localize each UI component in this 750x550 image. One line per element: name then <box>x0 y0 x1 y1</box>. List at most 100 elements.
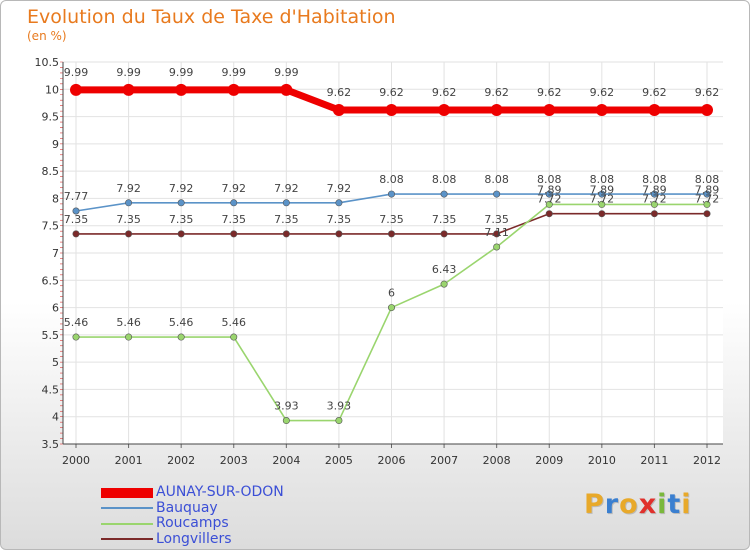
legend-swatch <box>101 522 153 525</box>
series-point-3 <box>230 230 238 238</box>
data-label-2: 3.93 <box>274 400 299 413</box>
series-point-3 <box>703 210 711 218</box>
series-point-2 <box>387 304 395 312</box>
series-point-2 <box>703 200 711 208</box>
data-label-2: 3.93 <box>327 400 352 413</box>
data-label-2: 7.89 <box>590 183 615 196</box>
series-point-1 <box>230 199 238 207</box>
proxiti-logo: Proxiti <box>584 489 692 520</box>
series-point-1 <box>387 190 395 198</box>
series-point-3 <box>545 210 553 218</box>
y-tick-label: 9.5 <box>42 111 60 124</box>
series-point-2 <box>230 333 238 341</box>
data-label-3: 7.35 <box>169 213 194 226</box>
series-point-1 <box>72 207 80 215</box>
series-point-0 <box>227 83 240 96</box>
series-point-2 <box>545 200 553 208</box>
data-label-3: 7.35 <box>327 213 352 226</box>
data-label-3: 7.72 <box>537 193 562 206</box>
series-point-1 <box>598 190 606 198</box>
data-label-3: 7.35 <box>222 213 247 226</box>
data-label-0: 9.99 <box>222 66 247 79</box>
y-tick-label: 5 <box>52 356 59 369</box>
series-point-3 <box>335 230 343 238</box>
logo-letter: P <box>584 489 605 520</box>
y-tick-label: 6.5 <box>42 274 60 287</box>
series-point-1 <box>703 190 711 198</box>
x-tick-label: 2006 <box>378 454 406 467</box>
series-point-2 <box>177 333 185 341</box>
data-label-1: 8.08 <box>695 173 720 186</box>
data-label-3: 7.72 <box>695 193 720 206</box>
logo-letter: i <box>681 489 692 520</box>
y-tick-label: 9 <box>52 138 59 151</box>
series-point-2 <box>282 417 290 425</box>
series-point-3 <box>387 230 395 238</box>
series-point-3 <box>177 230 185 238</box>
y-tick-label: 3.5 <box>42 438 60 451</box>
series-point-1 <box>650 190 658 198</box>
x-tick-label: 2004 <box>272 454 300 467</box>
series-point-0 <box>543 104 556 117</box>
series-point-1 <box>125 199 133 207</box>
data-label-1: 8.08 <box>590 173 615 186</box>
logo-letter: t <box>667 489 682 520</box>
series-point-0 <box>701 104 713 117</box>
x-tick-label: 2010 <box>588 454 616 467</box>
data-label-0: 9.62 <box>379 86 404 99</box>
y-tick-label: 8.5 <box>42 165 60 178</box>
data-label-0: 9.62 <box>327 86 352 99</box>
y-tick-label: 10.5 <box>35 56 60 69</box>
series-point-1 <box>282 199 290 207</box>
data-label-2: 7.11 <box>484 226 509 239</box>
data-label-3: 7.72 <box>590 193 615 206</box>
y-tick-label: 7.5 <box>42 220 60 233</box>
data-label-3: 7.72 <box>642 193 667 206</box>
x-tick-label: 2012 <box>693 454 721 467</box>
data-label-3: 7.35 <box>116 213 141 226</box>
x-tick-label: 2001 <box>115 454 143 467</box>
chart-title: Evolution du Taux de Taxe d'Habitation <box>27 6 396 28</box>
data-label-1: 8.08 <box>537 173 562 186</box>
series-point-2 <box>335 417 343 425</box>
data-label-0: 9.62 <box>695 86 720 99</box>
legend-swatch <box>101 487 153 498</box>
series-point-1 <box>440 190 448 198</box>
data-label-2: 5.46 <box>169 316 194 329</box>
data-label-1: 8.08 <box>642 173 667 186</box>
series-point-3 <box>282 230 290 238</box>
x-tick-label: 2002 <box>167 454 195 467</box>
data-label-0: 9.99 <box>274 66 299 79</box>
data-label-1: 7.92 <box>274 182 299 195</box>
data-label-3: 7.35 <box>432 213 457 226</box>
series-point-2 <box>72 333 80 341</box>
logo-letter: x <box>638 489 658 520</box>
series-point-3 <box>440 230 448 238</box>
data-label-2: 7.89 <box>537 183 562 196</box>
series-point-3 <box>598 210 606 218</box>
data-label-1: 8.08 <box>432 173 457 186</box>
legend-label: AUNAY-SUR-ODON <box>156 484 284 500</box>
legend-swatch <box>101 538 153 541</box>
series-point-0 <box>122 83 135 96</box>
series-point-2 <box>493 243 501 251</box>
legend-swatch <box>101 507 153 510</box>
data-label-2: 5.46 <box>222 316 247 329</box>
data-label-0: 9.62 <box>590 86 615 99</box>
data-label-0: 9.99 <box>116 66 141 79</box>
y-tick-label: 5.5 <box>42 329 60 342</box>
series-point-0 <box>332 104 345 117</box>
x-tick-label: 2009 <box>535 454 563 467</box>
series-point-1 <box>545 190 553 198</box>
series-point-0 <box>438 104 451 117</box>
x-tick-label: 2005 <box>325 454 353 467</box>
data-label-0: 9.62 <box>484 86 509 99</box>
data-label-3: 7.35 <box>484 213 509 226</box>
data-label-2: 6.43 <box>432 263 457 276</box>
series-point-2 <box>125 333 133 341</box>
data-label-0: 9.62 <box>642 86 667 99</box>
series-point-0 <box>280 83 293 96</box>
data-label-3: 7.35 <box>379 213 404 226</box>
